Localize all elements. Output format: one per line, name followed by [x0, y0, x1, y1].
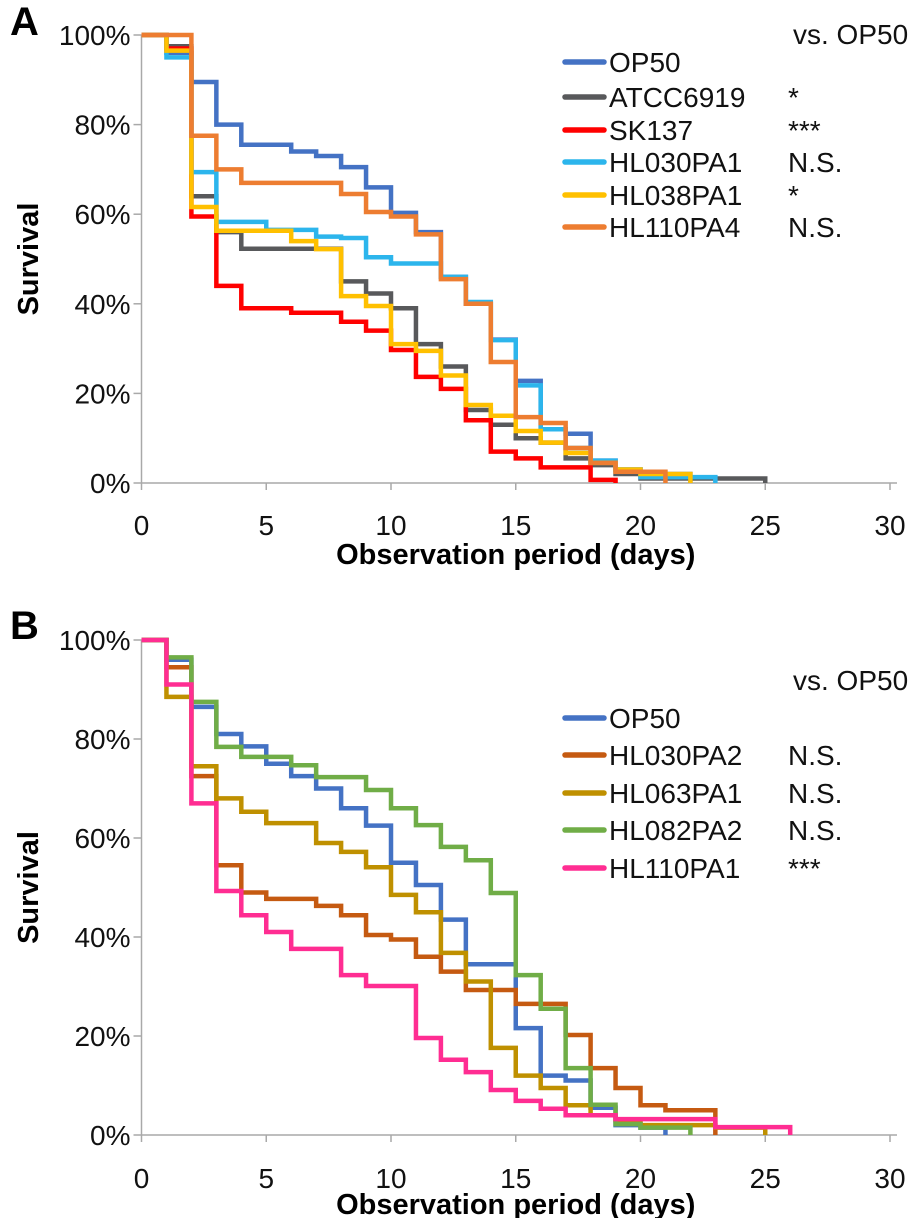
legend-significance-hl030pa1: N.S.	[788, 147, 842, 178]
x-tick-label: 0	[134, 510, 150, 541]
x-tick-label: 0	[134, 1163, 150, 1194]
legend-label-hl030pa2: HL030PA2	[609, 740, 742, 771]
survival-chart-a: 0% 20% 40% 60% 80% 100% 0 5 10 15 20 25 30 Observatio…	[13, 19, 908, 571]
legend-label-hl082pa2: HL082PA2	[609, 815, 742, 846]
y-tick-label: 0%	[90, 468, 130, 499]
legend-significance-sk137: ***	[788, 115, 821, 146]
legend-header: vs. OP50	[793, 19, 908, 50]
series-line-hl082pa2	[141, 637, 693, 1135]
y-tick-label: 20%	[74, 378, 130, 409]
legend-significance-hl038pa1: *	[788, 180, 799, 211]
y-tick-label: 80%	[74, 724, 130, 755]
panel-b: B 0% 20% 40% 60% 80% 100% 0 5 10 15 20 25 30 Observat…	[0, 600, 912, 1218]
legend-header: vs. OP50	[793, 665, 908, 696]
x-tick-label: 25	[750, 510, 781, 541]
x-tick-label: 30	[874, 510, 905, 541]
y-axis-title: Survival	[13, 203, 45, 316]
y-tick-label: 100%	[59, 625, 131, 656]
legend-label-op50: OP50	[609, 47, 681, 78]
panel-a: A 0% 20% 40% 60% 80% 100% 0 5 10 15 20 25 30 Observat…	[0, 0, 912, 600]
legend-label-hl110pa4: HL110PA4	[609, 212, 740, 243]
x-axis-title: Observation period (days)	[336, 539, 695, 571]
survival-chart-b: 0% 20% 40% 60% 80% 100% 0 5 10 15 20 25 30 Observatio…	[13, 625, 908, 1218]
legend-significance-atcc6919: *	[788, 82, 799, 113]
legend-label-hl030pa1: HL030PA1	[609, 147, 742, 178]
x-tick-label: 25	[750, 1163, 781, 1194]
series-line-sk137	[141, 32, 618, 483]
x-axis-title: Observation period (days)	[336, 1189, 695, 1218]
legend-significance-hl030pa2: N.S.	[788, 740, 842, 771]
y-axis-title: Survival	[13, 831, 45, 944]
series-line-hl110pa1	[141, 637, 793, 1135]
x-tick-label: 20	[625, 1163, 656, 1194]
x-tick-label: 15	[500, 510, 531, 541]
y-tick-label: 60%	[74, 823, 130, 854]
legend-label-op50: OP50	[609, 703, 681, 734]
legend-label-atcc6919: ATCC6919	[609, 82, 745, 113]
legend-label-hl063pa1: HL063PA1	[609, 778, 742, 809]
x-tick-label: 5	[258, 1163, 274, 1194]
y-tick-label: 60%	[74, 199, 130, 230]
x-tick-label: 10	[375, 510, 406, 541]
legend-significance-hl110pa1: ***	[788, 853, 821, 884]
y-tick-label: 20%	[74, 1021, 130, 1052]
legend-significance-hl110pa4: N.S.	[788, 212, 842, 243]
legend-significance-hl063pa1: N.S.	[788, 778, 842, 809]
series-line-hl110pa4	[141, 32, 668, 483]
y-tick-label: 80%	[74, 110, 130, 141]
y-tick-label: 40%	[74, 922, 130, 953]
legend-label-hl038pa1: HL038PA1	[609, 180, 742, 211]
series-line-op50	[141, 637, 668, 1135]
x-tick-label: 20	[625, 510, 656, 541]
panel-a-letter: A	[10, 0, 39, 44]
x-tick-label: 15	[500, 1163, 531, 1194]
x-tick-label: 30	[874, 1163, 905, 1194]
panel-b-letter: B	[10, 604, 39, 648]
y-tick-label: 0%	[90, 1120, 130, 1151]
legend-label-sk137: SK137	[609, 115, 693, 146]
series-line-hl030pa2	[141, 637, 718, 1135]
y-tick-label: 100%	[59, 20, 131, 51]
x-tick-label: 10	[375, 1163, 406, 1194]
y-tick-label: 40%	[74, 289, 130, 320]
x-tick-label: 5	[258, 510, 274, 541]
legend-label-hl110pa1: HL110PA1	[609, 853, 740, 884]
legend-significance-hl082pa2: N.S.	[788, 815, 842, 846]
